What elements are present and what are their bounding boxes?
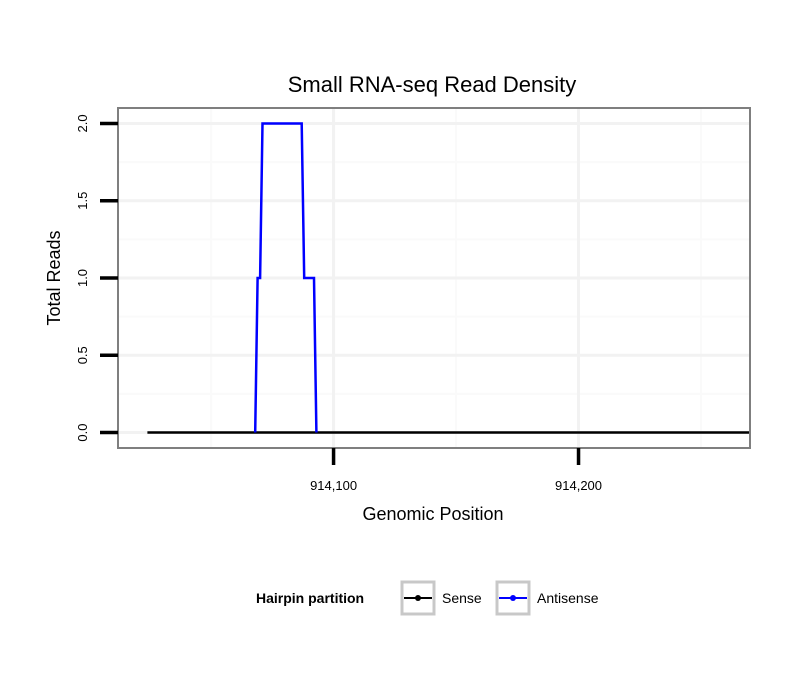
chart-title: Small RNA-seq Read Density (288, 72, 577, 97)
y-tick-label: 0.0 (75, 424, 90, 442)
x-tick-label: 914,200 (555, 478, 602, 493)
legend-title: Hairpin partition (256, 590, 364, 606)
series-line-antisense (253, 122, 318, 433)
legend: Hairpin partition Sense Antisense (256, 580, 599, 616)
y-tick-label: 1.0 (75, 269, 90, 287)
y-axis-title: Total Reads (44, 230, 64, 325)
y-tick-label: 1.5 (75, 192, 90, 210)
legend-label-antisense: Antisense (537, 590, 599, 606)
x-tick-label: 914,100 (310, 478, 357, 493)
legend-point-antisense (510, 595, 516, 601)
series-lines (147, 122, 750, 434)
x-axis-title: Genomic Position (362, 504, 503, 524)
x-axis: 914,100 914,200 (310, 448, 602, 493)
y-axis: 0.0 0.5 1.0 1.5 2.0 (75, 114, 118, 442)
legend-point-sense (415, 595, 421, 601)
y-tick-label: 2.0 (75, 114, 90, 132)
legend-label-sense: Sense (442, 590, 482, 606)
y-tick-label: 0.5 (75, 346, 90, 364)
